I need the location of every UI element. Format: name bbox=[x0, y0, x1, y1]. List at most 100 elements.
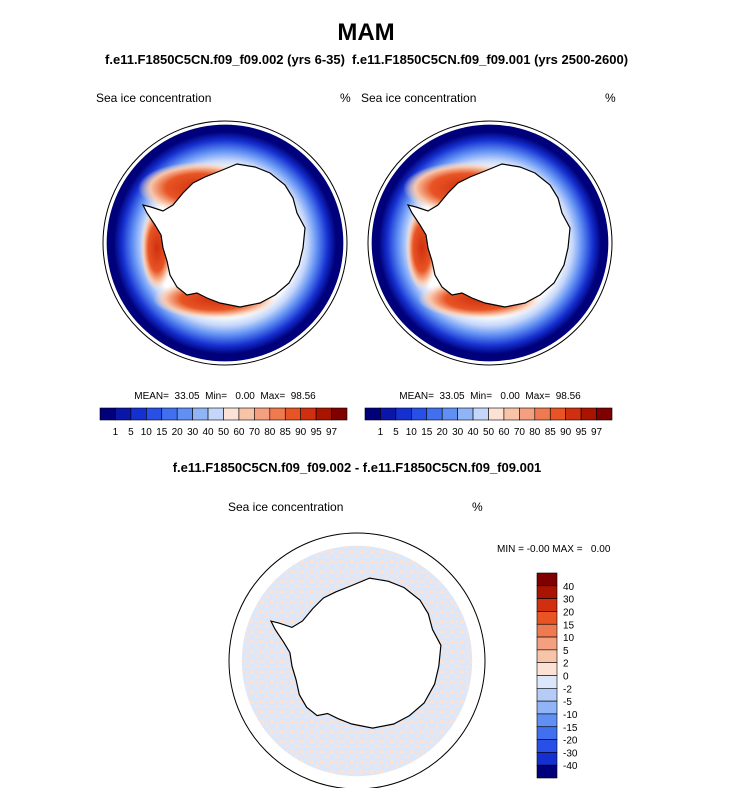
colorbar-label: -20 bbox=[563, 736, 578, 747]
colorbar-label: 95 bbox=[311, 427, 323, 438]
colorbar-box bbox=[315, 407, 332, 421]
colorbar-box bbox=[536, 572, 558, 587]
colorbar-label: 50 bbox=[483, 427, 495, 438]
colorbar-label: 1 bbox=[113, 427, 119, 438]
colorbar-label: 5 bbox=[563, 646, 569, 657]
colorbar-label: 85 bbox=[280, 427, 292, 438]
variable-label: Sea ice concentration bbox=[96, 91, 211, 105]
colorbar-box bbox=[536, 662, 558, 676]
colorbar-box bbox=[536, 726, 558, 740]
colorbar-label: 5 bbox=[128, 427, 134, 438]
colorbar-box bbox=[380, 407, 397, 421]
colorbar-box bbox=[536, 585, 558, 599]
colorbar-box bbox=[536, 752, 558, 766]
colorbar-box bbox=[536, 688, 558, 702]
figure-title: MAM bbox=[337, 19, 394, 46]
colorbar-label: 95 bbox=[576, 427, 588, 438]
colorbar-box bbox=[536, 598, 558, 612]
panel-subtitle: f.e11.F1850C5CN.f09_f09.002 (yrs 6-35) bbox=[105, 52, 345, 67]
colorbar-box bbox=[536, 636, 558, 651]
colorbar-label: -40 bbox=[563, 761, 578, 772]
colorbar-box bbox=[536, 713, 558, 728]
units-label: % bbox=[340, 91, 351, 105]
colorbar-box bbox=[536, 623, 558, 638]
variable-label: Sea ice concentration bbox=[361, 91, 476, 105]
colorbar-box bbox=[457, 407, 474, 421]
colorbar-box bbox=[536, 675, 558, 689]
stats-label: MEAN= 33.05 Min= 0.00 Max= 98.56 bbox=[134, 391, 316, 402]
colorbar-label: 40 bbox=[203, 427, 215, 438]
colorbar-label: 15 bbox=[563, 620, 575, 631]
colorbar-box bbox=[364, 407, 381, 421]
colorbar-box bbox=[284, 407, 301, 421]
colorbar-label: 5 bbox=[393, 427, 399, 438]
colorbar-label: 20 bbox=[437, 427, 449, 438]
antarctica-coastline bbox=[406, 163, 571, 308]
colorbar-box bbox=[580, 407, 597, 421]
colorbar-box bbox=[115, 407, 132, 421]
colorbar-box bbox=[269, 407, 286, 421]
colorbar-label: 30 bbox=[563, 595, 575, 606]
panel-subtitle: f.e11.F1850C5CN.f09_f09.002 - f.e11.F185… bbox=[173, 460, 542, 475]
colorbar-label: 15 bbox=[156, 427, 168, 438]
colorbar-label: 10 bbox=[141, 427, 153, 438]
colorbar-box bbox=[161, 407, 178, 421]
colorbar-label: 70 bbox=[249, 427, 261, 438]
colorbar-box bbox=[192, 407, 209, 421]
colorbar-box bbox=[238, 407, 255, 421]
colorbar-label: 70 bbox=[514, 427, 526, 438]
colorbar-label: 40 bbox=[563, 582, 575, 593]
colorbar-box bbox=[441, 407, 458, 421]
colorbar-label: 80 bbox=[264, 427, 276, 438]
colorbar-box bbox=[223, 407, 240, 421]
polar-map bbox=[367, 120, 613, 366]
colorbar-label: 60 bbox=[233, 427, 245, 438]
colorbar-label: -5 bbox=[563, 697, 572, 708]
colorbar-box bbox=[536, 611, 558, 625]
stats-label: MIN = -0.00 MAX = 0.00 bbox=[497, 544, 611, 555]
colorbar-box bbox=[549, 407, 566, 421]
colorbar-box bbox=[207, 407, 224, 421]
colorbar-label: 20 bbox=[563, 607, 575, 618]
colorbar-label: 97 bbox=[326, 427, 338, 438]
colorbar-label: 97 bbox=[591, 427, 603, 438]
colorbar-label: 90 bbox=[295, 427, 307, 438]
colorbar-label: 10 bbox=[563, 633, 575, 644]
colorbar-label: 30 bbox=[187, 427, 199, 438]
colorbar-label: 80 bbox=[529, 427, 541, 438]
colorbar-box bbox=[99, 407, 116, 421]
colorbar-box bbox=[331, 407, 348, 421]
colorbar-box bbox=[254, 407, 271, 421]
colorbar-label: -10 bbox=[563, 710, 578, 721]
units-label: % bbox=[472, 500, 483, 514]
colorbar-box bbox=[565, 407, 582, 421]
colorbar-box bbox=[130, 407, 147, 421]
colorbar-label: -2 bbox=[563, 684, 572, 695]
colorbar-box bbox=[426, 407, 443, 421]
colorbar-label: -15 bbox=[563, 723, 578, 734]
panel-subtitle: f.e11.F1850C5CN.f09_f09.001 (yrs 2500-26… bbox=[352, 52, 628, 67]
colorbar-box bbox=[176, 407, 193, 421]
colorbar-box bbox=[519, 407, 536, 421]
colorbar-label: 0 bbox=[563, 672, 569, 683]
colorbar-label: 30 bbox=[452, 427, 464, 438]
antarctica-coastline bbox=[141, 163, 306, 308]
polar-map bbox=[228, 532, 486, 788]
polar-map bbox=[102, 120, 348, 366]
colorbar-label: 2 bbox=[563, 659, 569, 670]
colorbar-box bbox=[536, 739, 558, 753]
antarctica-coastline bbox=[269, 577, 442, 729]
colorbar-box bbox=[146, 407, 163, 421]
colorbar-label: 85 bbox=[545, 427, 557, 438]
colorbar-box bbox=[472, 407, 489, 421]
colorbar-box bbox=[536, 764, 558, 779]
colorbar-box bbox=[395, 407, 412, 421]
colorbar-label: 1 bbox=[378, 427, 384, 438]
colorbar-label: -30 bbox=[563, 748, 578, 759]
colorbar-label: 20 bbox=[172, 427, 184, 438]
colorbar-box bbox=[536, 700, 558, 715]
colorbar-label: 60 bbox=[498, 427, 510, 438]
colorbar-box bbox=[596, 407, 613, 421]
colorbar-label: 90 bbox=[560, 427, 572, 438]
